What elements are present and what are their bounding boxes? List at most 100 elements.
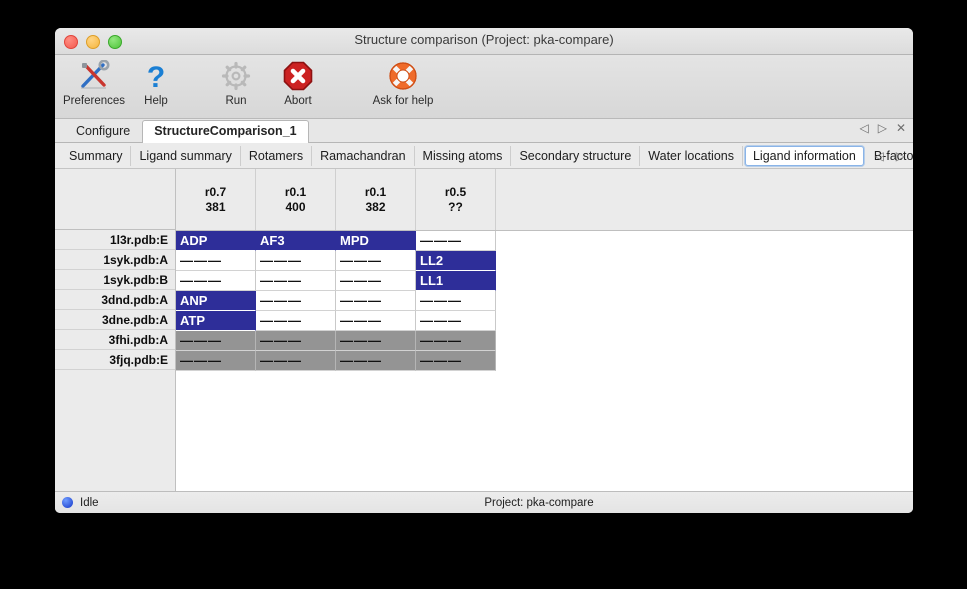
row-header[interactable]: 3dne.pdb:A <box>55 310 175 330</box>
column-header-line1: r0.7 <box>204 184 227 199</box>
table-cell[interactable]: ——— <box>416 291 496 311</box>
tab-secondary-structure[interactable]: Secondary structure <box>511 145 641 166</box>
table-cell[interactable]: MPD <box>336 231 416 251</box>
tab-rotamers[interactable]: Rotamers <box>241 145 313 166</box>
tab-ligand-information[interactable]: Ligand information <box>744 145 864 166</box>
tab-ligand-summary[interactable]: Ligand summary <box>131 145 241 166</box>
minimize-window-button[interactable] <box>86 35 100 49</box>
table-cell[interactable]: ——— <box>256 271 336 291</box>
table-cell[interactable]: LL2 <box>416 251 496 271</box>
table-cell[interactable]: ——— <box>336 311 416 331</box>
window-title: Structure comparison (Project: pka-compa… <box>354 32 614 47</box>
table-cell[interactable]: ——— <box>176 251 256 271</box>
column-header[interactable]: r0.1 382 <box>336 169 416 230</box>
table-cell[interactable]: ANP <box>176 291 256 311</box>
table-row: ——— ——— ——— LL2 <box>176 251 913 271</box>
table-cell[interactable]: ——— <box>336 331 416 351</box>
table-cell[interactable]: ATP <box>176 311 256 331</box>
row-header[interactable]: 1syk.pdb:A <box>55 250 175 270</box>
window-controls <box>64 35 122 49</box>
project-tab-prev-icon[interactable]: ◁ <box>859 121 869 135</box>
row-filler <box>496 351 913 371</box>
ligand-information-table: 1l3r.pdb:E 1syk.pdb:A 1syk.pdb:B 3dnd.pd… <box>55 169 913 491</box>
tab-ramachandran[interactable]: Ramachandran <box>312 145 415 166</box>
row-filler <box>496 231 913 251</box>
table-row: ANP ——— ——— ——— <box>176 291 913 311</box>
table-cell[interactable]: ——— <box>256 251 336 271</box>
status-bar: Idle Project: pka-compare <box>55 491 913 513</box>
row-filler <box>496 251 913 271</box>
row-filler <box>496 291 913 311</box>
app-window: Structure comparison (Project: pka-compa… <box>55 28 913 513</box>
help-button[interactable]: ? Help <box>125 55 187 107</box>
sub-tab-controls: ◁ ▷ <box>875 149 905 163</box>
tab-b-factors[interactable]: B-factors <box>873 148 913 163</box>
row-filler <box>496 311 913 331</box>
preferences-label: Preferences <box>63 95 126 107</box>
table-grid: r0.7 381 r0.1 400 r0.1 382 r0.5 ?? <box>176 169 913 491</box>
project-tab-structurecomparison-1[interactable]: StructureComparison_1 <box>142 120 309 143</box>
run-label: Run <box>225 95 247 107</box>
table-cell[interactable]: ——— <box>416 231 496 251</box>
table-cell[interactable]: ——— <box>336 251 416 271</box>
maximize-window-button[interactable] <box>108 35 122 49</box>
table-cell[interactable]: ——— <box>416 331 496 351</box>
table-cell[interactable]: LL1 <box>416 271 496 291</box>
table-cell[interactable]: AF3 <box>256 231 336 251</box>
table-cell[interactable]: ——— <box>256 311 336 331</box>
lifebuoy-icon <box>363 59 443 93</box>
row-filler <box>496 271 913 291</box>
preferences-button[interactable]: Preferences <box>63 55 125 107</box>
row-header[interactable]: 3fhi.pdb:A <box>55 330 175 350</box>
table-row: ADP AF3 MPD ——— <box>176 231 913 251</box>
column-header-line2: ?? <box>448 199 463 214</box>
column-header-line2: 400 <box>285 199 306 214</box>
row-header[interactable]: 3fjq.pdb:E <box>55 350 175 370</box>
table-cell[interactable]: ——— <box>256 331 336 351</box>
table-cell[interactable]: ——— <box>416 311 496 331</box>
question-mark-icon: ? <box>125 59 187 93</box>
sub-tab-prev-icon[interactable]: ◁ <box>874 148 884 163</box>
table-cell[interactable]: ——— <box>416 351 496 371</box>
row-header[interactable]: 1syk.pdb:B <box>55 270 175 290</box>
status-project-label: Project: pka-compare <box>484 496 594 509</box>
run-button[interactable]: Run <box>205 55 267 107</box>
table-cell[interactable]: ——— <box>176 331 256 351</box>
tab-missing-atoms[interactable]: Missing atoms <box>415 145 512 166</box>
column-header[interactable]: r0.5 ?? <box>416 169 496 230</box>
status-state-label: Idle <box>80 496 99 509</box>
table-cell[interactable]: ADP <box>176 231 256 251</box>
table-cell[interactable]: ——— <box>256 351 336 371</box>
project-tab-configure[interactable]: Configure <box>76 124 131 138</box>
project-tab-next-icon[interactable]: ▷ <box>877 121 887 135</box>
table-cell[interactable]: ——— <box>336 271 416 291</box>
column-header-line1: r0.1 <box>284 184 307 199</box>
table-cell[interactable]: ——— <box>336 291 416 311</box>
sub-tab-next-icon[interactable]: ▷ <box>895 148 905 163</box>
column-header[interactable]: r0.1 400 <box>256 169 336 230</box>
tab-summary[interactable]: Summary <box>61 145 132 166</box>
table-cell[interactable]: ——— <box>336 351 416 371</box>
row-filler <box>496 331 913 351</box>
ask-for-help-button[interactable]: Ask for help <box>363 55 443 107</box>
header-filler <box>496 169 913 230</box>
row-header[interactable]: 1l3r.pdb:E <box>55 230 175 250</box>
abort-button[interactable]: Abort <box>267 55 329 107</box>
row-header[interactable]: 3dnd.pdb:A <box>55 290 175 310</box>
sub-tab-bar: Summary Ligand summary Rotamers Ramachan… <box>55 143 913 169</box>
table-cell[interactable]: ——— <box>176 271 256 291</box>
close-window-button[interactable] <box>64 35 78 49</box>
project-tab-close-icon[interactable]: ✕ <box>895 121 906 135</box>
table-cell[interactable]: ——— <box>256 291 336 311</box>
help-label: Help <box>144 95 168 107</box>
row-header-column: 1l3r.pdb:E 1syk.pdb:A 1syk.pdb:B 3dnd.pd… <box>55 169 176 491</box>
status-indicator-icon <box>62 497 73 508</box>
table-row: ATP ——— ——— ——— <box>176 311 913 331</box>
table-corner-cell <box>55 169 175 230</box>
column-header[interactable]: r0.7 381 <box>176 169 256 230</box>
column-header-line1: r0.1 <box>364 184 387 199</box>
table-cell[interactable]: ——— <box>176 351 256 371</box>
tab-water-locations[interactable]: Water locations <box>640 145 743 166</box>
table-header-row: r0.7 381 r0.1 400 r0.1 382 r0.5 ?? <box>176 169 913 231</box>
tools-icon <box>63 59 125 93</box>
